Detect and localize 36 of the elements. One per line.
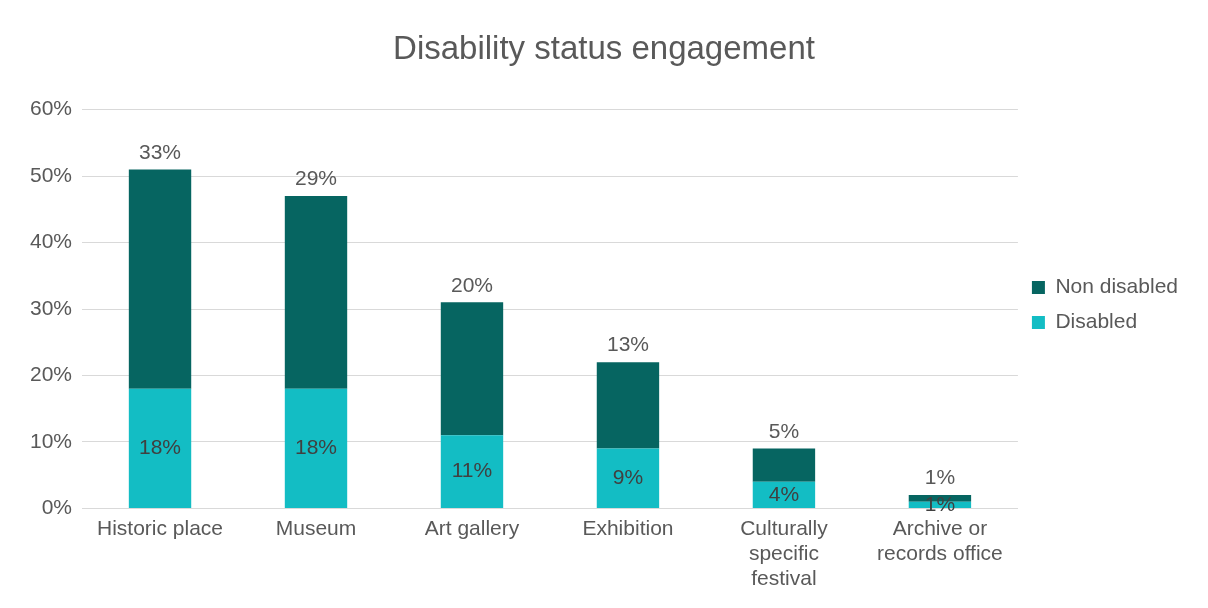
legend-label: Non disabled bbox=[1055, 274, 1179, 298]
bar bbox=[752, 448, 816, 482]
data-label: 5% bbox=[768, 418, 800, 442]
bar bbox=[440, 302, 504, 436]
y-tick-label: 50% bbox=[30, 162, 73, 186]
x-tick-label: Archive or records office bbox=[877, 515, 1003, 564]
y-tick-label: 10% bbox=[30, 428, 73, 452]
data-label: 13% bbox=[606, 332, 649, 356]
bar bbox=[128, 388, 192, 508]
bar bbox=[596, 362, 660, 449]
x-tick-label: Museum bbox=[275, 515, 357, 539]
bar bbox=[440, 435, 504, 508]
x-tick-label: Historic place bbox=[97, 515, 224, 539]
y-tick-label: 20% bbox=[30, 362, 73, 386]
y-tick-label: 30% bbox=[30, 295, 73, 319]
data-label: 18% bbox=[139, 435, 182, 459]
y-tick-label: 40% bbox=[30, 229, 73, 253]
bar bbox=[284, 388, 348, 508]
x-tick-label: Culturally specific festival bbox=[740, 515, 829, 590]
data-label: 29% bbox=[294, 166, 338, 190]
x-tick-label: Exhibition bbox=[582, 515, 674, 539]
chart-title: Disability status engagement bbox=[393, 28, 815, 66]
data-label: 11% bbox=[451, 458, 493, 482]
data-label: 33% bbox=[139, 139, 182, 163]
data-label: 9% bbox=[612, 465, 644, 489]
data-label: 4% bbox=[768, 481, 800, 505]
data-label: 1% bbox=[924, 465, 956, 489]
x-tick-label: Art gallery bbox=[424, 515, 520, 539]
bar bbox=[284, 196, 348, 389]
y-tick-label: 0% bbox=[41, 495, 73, 519]
legend-label: Disabled bbox=[1055, 309, 1138, 333]
data-label: 20% bbox=[450, 272, 493, 296]
bar bbox=[128, 169, 192, 389]
y-tick-label: 60% bbox=[30, 96, 73, 120]
bar bbox=[596, 448, 660, 508]
data-label: 18% bbox=[294, 435, 338, 459]
